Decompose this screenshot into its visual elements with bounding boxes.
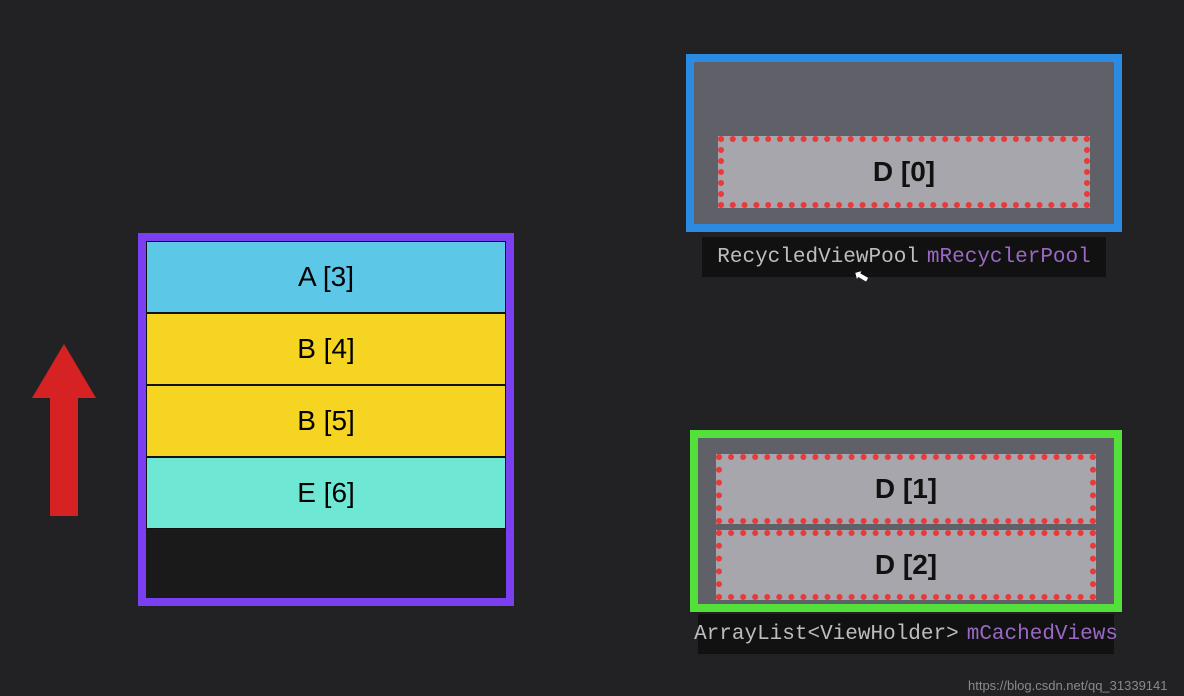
recycled-view-pool-box: D [0] — [686, 54, 1122, 232]
scroll-up-arrow-icon — [32, 344, 96, 516]
caption-var: mRecyclerPool — [927, 246, 1091, 269]
caption-type: RecycledViewPool — [717, 246, 919, 269]
pool-item: D [0] — [718, 136, 1090, 208]
visible-list-box: A [3] B [4] B [5] E [6] — [138, 233, 514, 606]
pool-item: D [2] — [716, 530, 1096, 600]
cached-views-box: D [1] D [2] — [690, 430, 1122, 612]
list-row: A [3] — [146, 241, 506, 313]
caption-var: mCachedViews — [967, 623, 1118, 646]
list-row: B [4] — [146, 313, 506, 385]
pool-item-label: D [0] — [873, 156, 935, 188]
pool-item: D [1] — [716, 454, 1096, 524]
recycled-view-pool-caption: RecycledViewPool mRecyclerPool — [702, 237, 1106, 277]
list-row-label: B [4] — [297, 333, 355, 365]
list-row-label: A [3] — [298, 261, 354, 293]
caption-type: ArrayList<ViewHolder> — [694, 623, 959, 646]
list-row: B [5] — [146, 385, 506, 457]
pool-item-label: D [1] — [875, 473, 937, 505]
pool-item-label: D [2] — [875, 549, 937, 581]
list-row-label: B [5] — [297, 405, 355, 437]
watermark-text: https://blog.csdn.net/qq_31339141 — [968, 678, 1168, 693]
list-row: E [6] — [146, 457, 506, 529]
cached-views-caption: ArrayList<ViewHolder> mCachedViews — [698, 614, 1114, 654]
list-row-label: E [6] — [297, 477, 355, 509]
